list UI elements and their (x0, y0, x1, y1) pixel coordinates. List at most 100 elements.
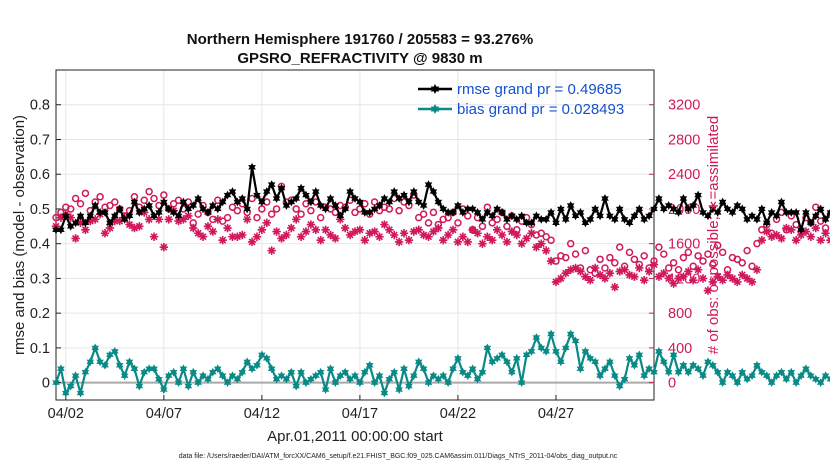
rmse-point (302, 190, 310, 200)
rmse-point (674, 208, 683, 217)
series-rmse (52, 162, 830, 235)
obs-assimilated-point (390, 230, 399, 240)
rmse-point (802, 208, 810, 217)
obs-possible-point (169, 199, 178, 208)
obs-assimilated-point (301, 227, 311, 236)
obs-possible-point (351, 208, 359, 217)
rmse-point (576, 208, 585, 217)
rmse-point (385, 197, 394, 207)
obs-assimilated-point (698, 274, 708, 283)
bias-point (331, 378, 340, 388)
obs-possible-point (586, 265, 595, 274)
bias-point (57, 364, 65, 374)
y-axis-right-label: # of obs: o=possible; ∗=assimilated (705, 116, 722, 355)
rmse-point (287, 197, 296, 207)
bias-point (694, 364, 702, 374)
rmse-point (380, 194, 389, 203)
obs-assimilated-point (365, 229, 374, 238)
bias-point (292, 381, 300, 391)
obs-possible-point (655, 243, 663, 251)
obs-assimilated-point (291, 215, 301, 224)
bias-point (807, 371, 815, 381)
rmse-point (620, 214, 629, 224)
obs-possible-point (620, 262, 629, 271)
bias-point (601, 364, 609, 374)
bias-point (797, 371, 805, 381)
obs-assimilated-point (791, 236, 801, 245)
rmse-point (282, 201, 291, 210)
obs-assimilated-point (600, 274, 610, 283)
obs-assimilated-point (497, 230, 507, 240)
rmse-point (71, 218, 80, 228)
obs-assimilated-point (762, 227, 771, 236)
bias-point (243, 357, 251, 367)
obs-assimilated-point (115, 216, 124, 226)
obs-assimilated-point (66, 213, 75, 222)
obs-possible-point (316, 213, 325, 222)
obs-assimilated-point (659, 269, 668, 278)
obs-assimilated-point (708, 277, 718, 287)
rmse-point (689, 201, 698, 210)
bias-point (517, 378, 526, 388)
rmse-point (748, 211, 756, 221)
rmse-point (826, 208, 830, 216)
bias-point (444, 378, 452, 388)
y-right-tick-label: 800 (668, 306, 692, 322)
obs-assimilated-point (287, 223, 296, 233)
obs-possible-point (150, 194, 158, 203)
rmse-point (253, 190, 261, 200)
obs-assimilated-point (429, 227, 438, 236)
obs-assimilated-point (252, 232, 262, 241)
chart-subtitle: GPSRO_REFRACTIVITY @ 9830 m (237, 50, 482, 67)
obs-possible-point (709, 260, 717, 269)
obs-assimilated-point (747, 277, 757, 287)
obs-assimilated-point (772, 230, 781, 240)
rmse-point (517, 211, 526, 221)
rmse-point (400, 190, 408, 200)
obs-possible-point (738, 259, 746, 267)
obs-possible-point (297, 210, 305, 218)
obs-assimilated-point (590, 263, 600, 273)
axes-frame (55, 69, 655, 401)
series-bias (52, 329, 830, 398)
y-right-tick-label: 0 (668, 376, 676, 392)
bias-point (375, 371, 384, 381)
rmse-point (655, 194, 663, 203)
obs-assimilated-point (713, 272, 722, 281)
rmse-point (390, 187, 399, 196)
bias-point (650, 367, 658, 377)
rmse-point (395, 194, 403, 203)
rmse-point (57, 225, 65, 235)
rmse-point (483, 208, 492, 217)
bias-point (253, 360, 261, 370)
obs-assimilated-point (203, 222, 213, 231)
obs-assimilated-point (316, 236, 325, 245)
obs-assimilated-point (723, 270, 732, 280)
bias-point (522, 350, 531, 360)
obs-possible-point (821, 224, 830, 232)
bias-point (341, 367, 350, 377)
rmse-point (508, 211, 516, 221)
bias-point (591, 357, 599, 367)
obs-assimilated-point (703, 286, 713, 295)
rmse-point (111, 211, 119, 221)
obs-assimilated-point (105, 223, 115, 233)
rmse-point (189, 201, 198, 210)
rmse-point (645, 211, 653, 221)
obs-possible-point (630, 255, 639, 264)
rmse-point (96, 208, 104, 217)
bias-point (713, 367, 722, 377)
bias-point (488, 357, 497, 367)
bias-point (782, 374, 791, 384)
bias-point (316, 367, 325, 377)
obs-possible-point (645, 264, 653, 272)
rmse-point (463, 204, 472, 214)
rmse-point (321, 204, 330, 214)
legend: rmse grand pr = 0.49685 bias grand pr = … (418, 81, 624, 118)
bias-point (684, 367, 693, 377)
rmse-point (155, 208, 163, 217)
obs-assimilated-point (404, 236, 414, 245)
obs-possible-point (635, 260, 644, 269)
rmse-point (223, 190, 232, 200)
bias-point (640, 371, 649, 381)
